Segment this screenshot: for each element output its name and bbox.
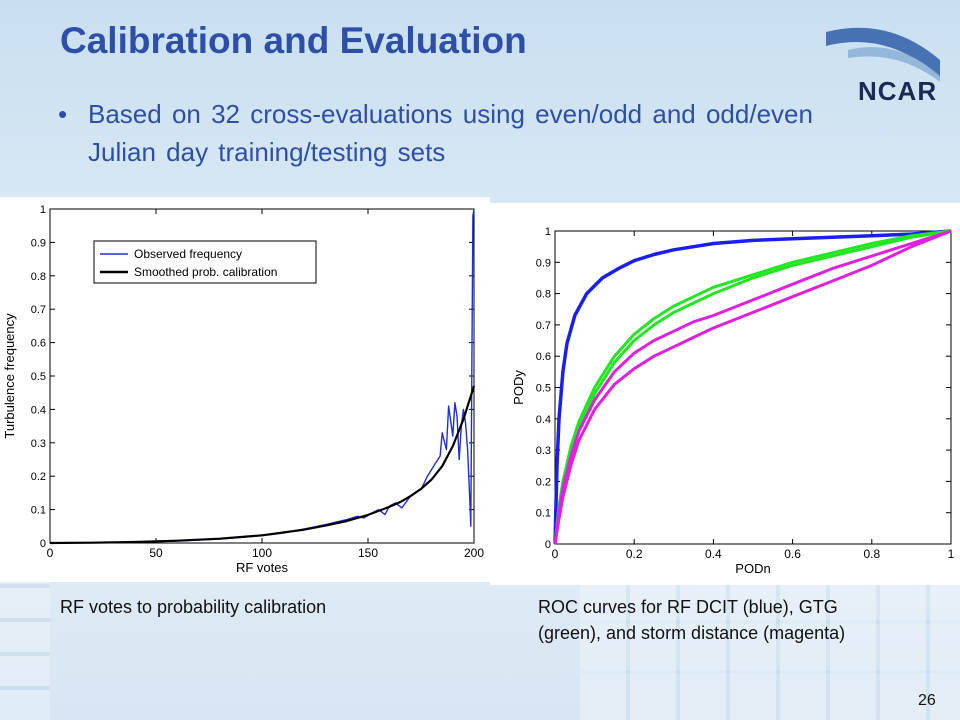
series-line-4 [553,229,952,545]
calibration-chart: 0 50 100 150 200 0 0.1 0.2 0.3 0.4 0.5 0.6 0.7 0.8 0.9… [2,204,484,575]
y-tick-label: 0.5 [536,383,551,395]
caption-right: ROC curves for RF DCIT (blue), GTG (gree… [538,594,845,646]
x-tick-label: 200 [464,546,484,560]
slide-title: Calibration and Evaluation [60,20,527,61]
y-tick-label: 0.6 [536,351,551,363]
y-tick-label: 0.4 [31,404,46,416]
x-tick-label: 0.6 [784,547,801,561]
legend-label: Observed frequency [134,247,242,261]
caption-left: RF votes to probability calibration [60,597,327,617]
y-tick-label: 0.2 [536,476,551,488]
y-tick-label: 0.2 [31,471,46,483]
plot-frame [554,230,952,545]
x-tick-label: 50 [149,546,163,560]
x-tick-label: 0.4 [705,547,722,561]
y-tick-label: 0.5 [31,371,46,383]
y-tick-label: 0.1 [31,505,46,517]
x-tick-label: 0 [552,547,559,561]
slide-number: 26 [918,692,936,709]
y-tick-label: 1 [40,204,46,216]
legend-label: Smoothed prob. calibration [134,265,277,279]
x-tick-label: 0 [47,546,54,560]
x-tick-label: 150 [358,546,378,560]
y-tick-label: 0.1 [536,508,551,520]
caption-right-line-2: (green), and storm distance (magenta) [538,623,846,643]
y-tick-label: 0.4 [536,414,551,426]
background-tiles-left [0,580,50,720]
x-tick-label: 0.8 [863,547,880,561]
y-tick-label: 0.3 [31,438,46,450]
y-axis-label: PODy [511,370,526,405]
roc-chart: 0 0.2 0.4 0.6 0.8 1 0 0.1 0.2 0.3 0.4 0.5 0.6 0.7 0.8 0… [511,226,955,576]
y-tick-label: 0.8 [536,289,551,301]
series-line-0 [553,229,952,545]
y-tick-label: 0.8 [31,271,46,283]
y-tick-label: 0.9 [536,257,551,269]
y-tick-label: 1 [545,226,551,238]
series-line-1 [49,385,476,545]
bullet-dot: • [58,99,68,129]
x-tick-label: 100 [252,546,272,560]
y-tick-label: 0.9 [31,237,46,249]
y-tick-label: 0.3 [536,445,551,457]
legend-box [93,240,317,284]
y-tick-label: 0 [545,539,551,551]
series-line-3 [553,229,952,545]
y-tick-label: 0.7 [31,304,46,316]
caption-right-line-1: ROC curves for RF DCIT (blue), GTG [538,597,838,617]
y-tick-label: 0 [40,538,46,550]
x-tick-label: 1 [948,547,955,561]
x-axis-label: RF votes [236,560,289,575]
y-tick-label: 0.6 [31,338,46,350]
y-tick-label: 0.7 [536,320,551,332]
ncar-logo-icon [826,27,940,82]
y-axis-label: Turbulence frequency [2,313,17,439]
bullet-text: Based on 32 cross-evaluations using even… [88,99,813,167]
ncar-logo-text: NCAR [858,76,938,106]
x-axis-label: PODn [735,561,770,576]
x-tick-label: 0.2 [626,547,643,561]
